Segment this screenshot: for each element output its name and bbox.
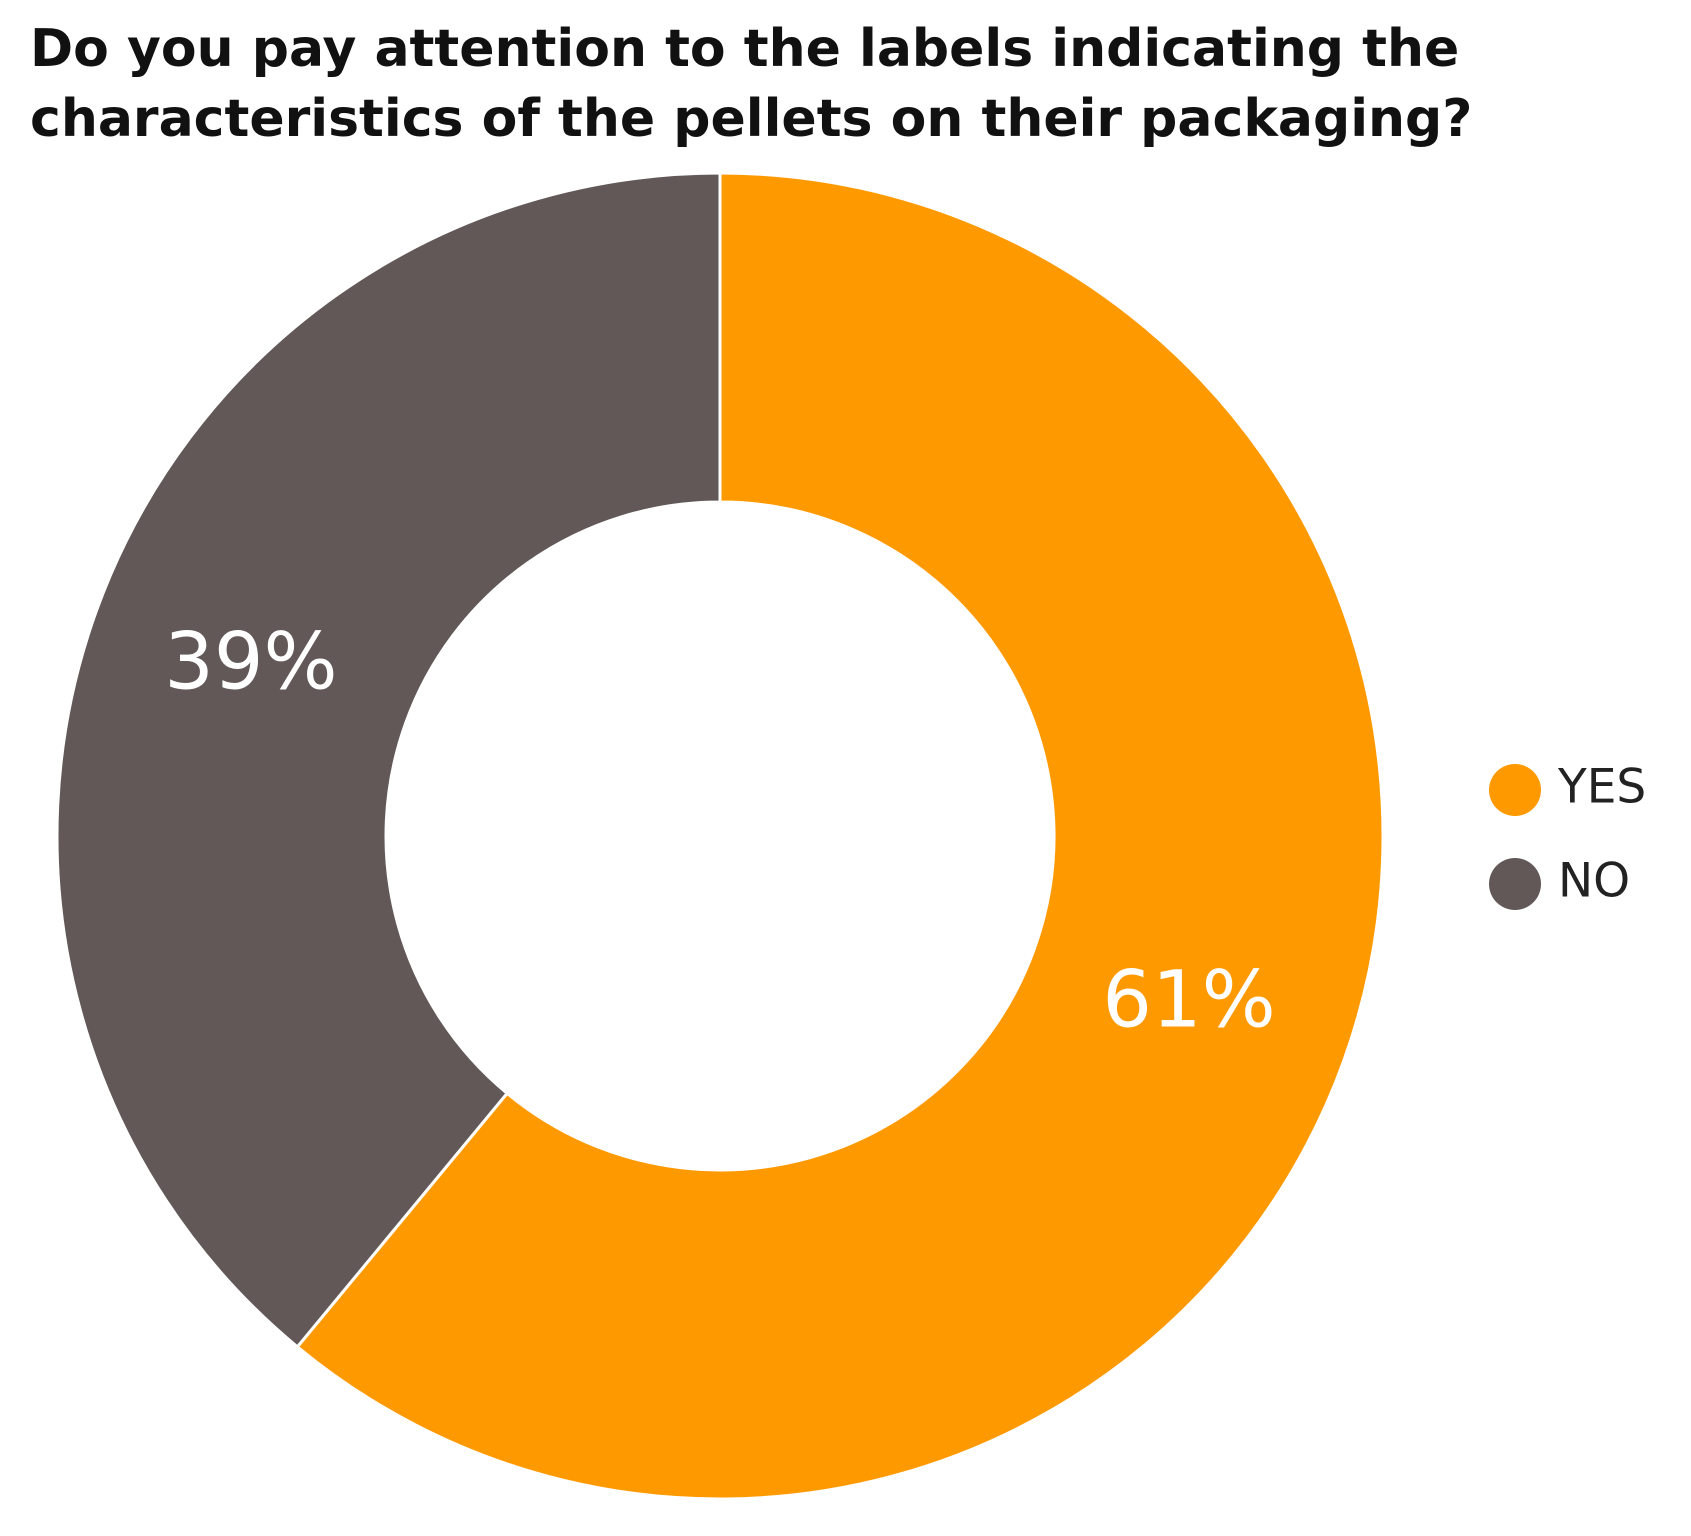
data-label: 39% bbox=[164, 618, 337, 708]
legend-label: YES bbox=[1557, 760, 1646, 815]
chart-title: Do you pay attention to the labels indic… bbox=[30, 19, 1473, 149]
legend-label: NO bbox=[1558, 854, 1630, 909]
donut-slice bbox=[295, 171, 1385, 1501]
donut-slice bbox=[55, 171, 722, 1349]
legend-marker bbox=[1489, 858, 1541, 910]
legend-marker bbox=[1489, 764, 1541, 816]
data-label: 61% bbox=[1102, 955, 1275, 1045]
